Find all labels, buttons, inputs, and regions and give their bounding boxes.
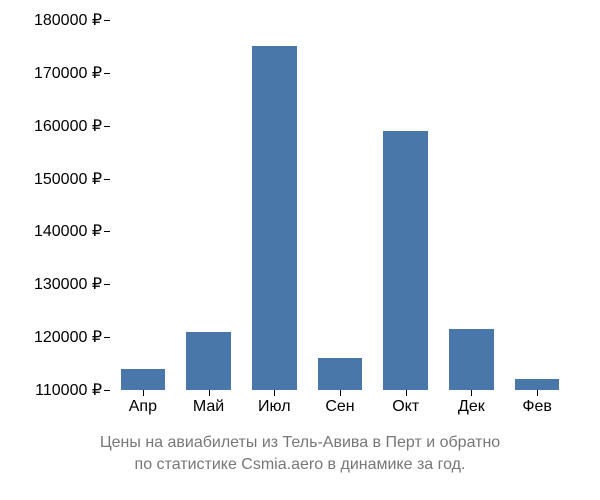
bar [186, 332, 231, 390]
x-tick-mark [143, 390, 144, 396]
bar [515, 379, 560, 390]
y-tick-mark [104, 337, 110, 338]
y-tick-label: 110000 ₽ [35, 380, 102, 400]
x-tick-label: Фев [522, 398, 552, 416]
x-tick-label: Май [193, 398, 224, 416]
x-tick-mark [340, 390, 341, 396]
y-tick-label: 140000 ₽ [34, 221, 102, 241]
caption-line-1: Цены на авиабилеты из Тель-Авива в Перт … [100, 434, 500, 451]
y-tick-mark [104, 390, 110, 391]
y-tick-mark [104, 284, 110, 285]
y-tick-mark [104, 126, 110, 127]
bar [383, 131, 428, 390]
bar [121, 369, 166, 390]
bar [252, 46, 297, 390]
x-tick-label: Апр [129, 398, 157, 416]
y-tick-mark [104, 20, 110, 21]
y-tick-label: 180000 ₽ [34, 10, 102, 30]
y-tick-label: 120000 ₽ [34, 327, 102, 347]
x-tick-mark [537, 390, 538, 396]
y-tick-mark [104, 73, 110, 74]
chart-caption: Цены на авиабилеты из Тель-Авива в Перт … [0, 432, 600, 475]
x-tick-label: Окт [392, 398, 419, 416]
y-tick-mark [104, 231, 110, 232]
plot-area [110, 20, 570, 390]
x-tick-mark [274, 390, 275, 396]
y-tick-mark [104, 179, 110, 180]
x-tick-label: Июл [258, 398, 290, 416]
x-tick-label: Сен [325, 398, 354, 416]
chart-container: Цены на авиабилеты из Тель-Авива в Перт … [0, 0, 600, 500]
y-tick-label: 160000 ₽ [34, 116, 102, 136]
x-tick-mark [471, 390, 472, 396]
y-tick-label: 150000 ₽ [34, 169, 102, 189]
y-tick-label: 170000 ₽ [34, 63, 102, 83]
x-tick-label: Дек [458, 398, 485, 416]
x-tick-mark [406, 390, 407, 396]
bar [318, 358, 363, 390]
y-tick-label: 130000 ₽ [34, 274, 102, 294]
x-tick-mark [209, 390, 210, 396]
caption-line-2: по статистике Csmia.aero в динамике за г… [135, 456, 466, 473]
bar [449, 329, 494, 390]
